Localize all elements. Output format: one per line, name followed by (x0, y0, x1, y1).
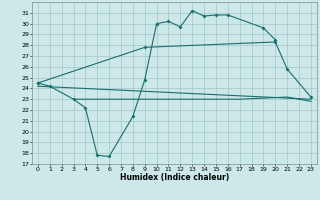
X-axis label: Humidex (Indice chaleur): Humidex (Indice chaleur) (120, 173, 229, 182)
